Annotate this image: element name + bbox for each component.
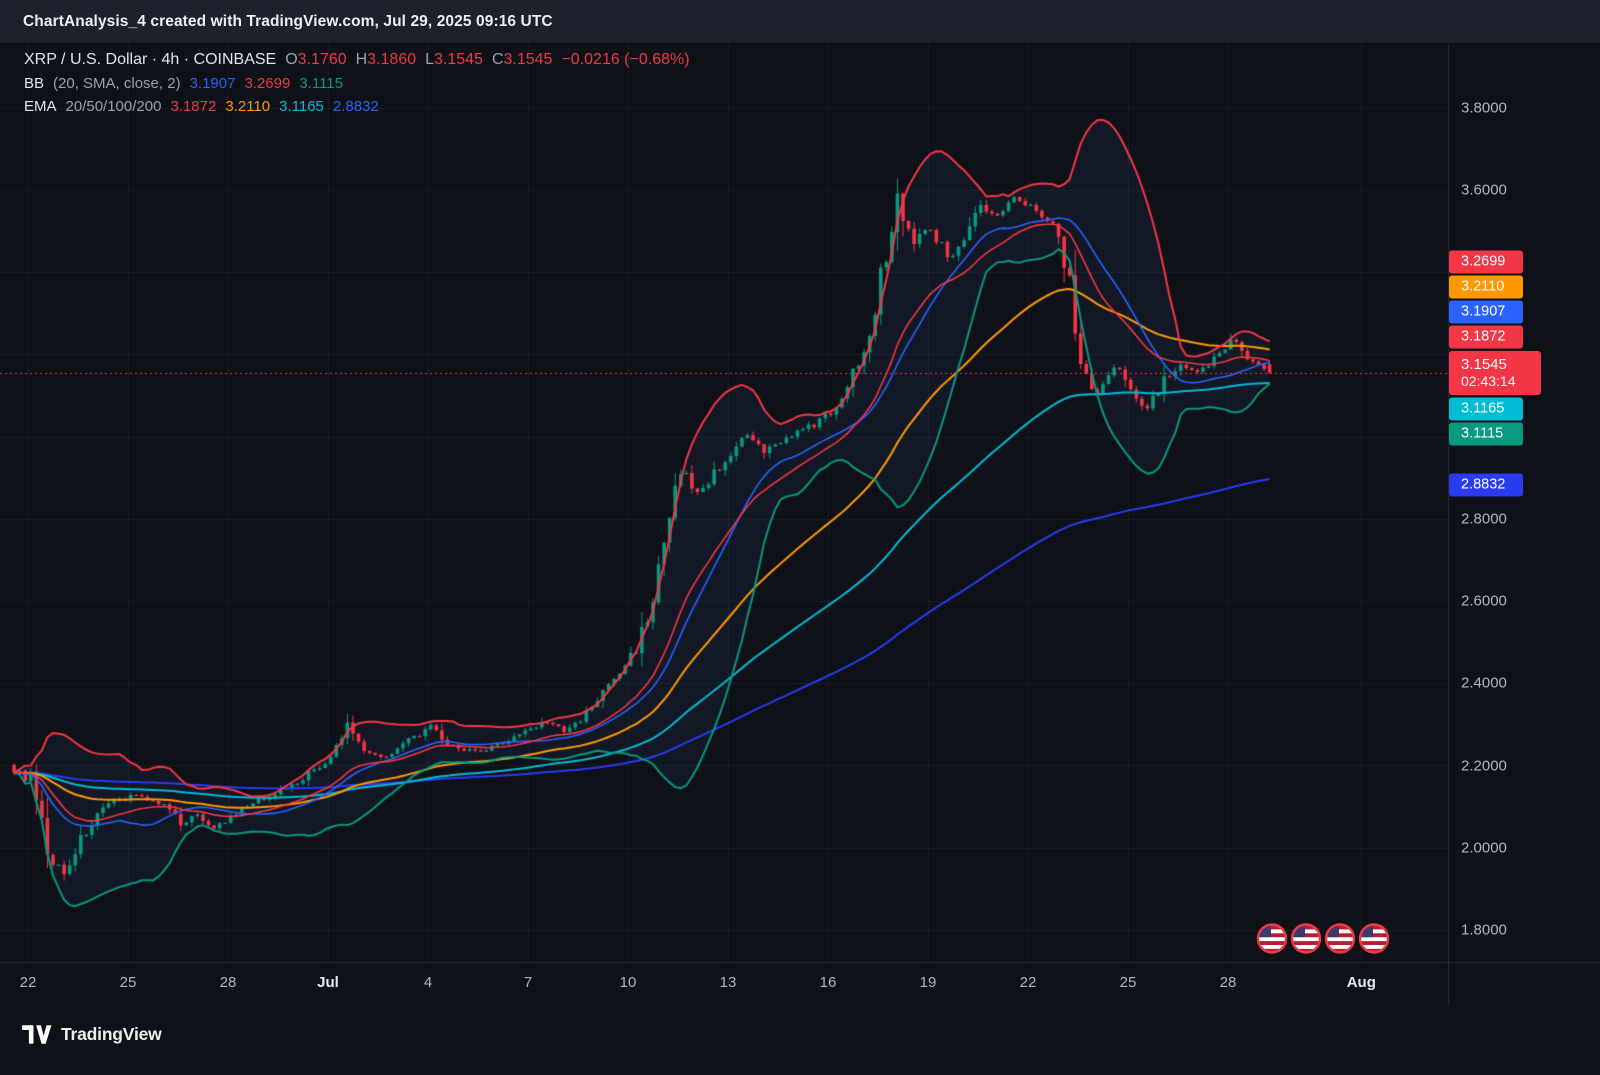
bb-basis-value: 3.1907	[189, 75, 236, 92]
bollinger-legend-row[interactable]: BB (20, SMA, close, 2) 3.1907 3.2699 3.1…	[24, 75, 690, 92]
footer: TradingView	[22, 1012, 162, 1056]
low-value: L 3.1545	[425, 51, 483, 68]
tradingview-logo[interactable]: TradingView	[22, 1024, 162, 1045]
economic-event-flag-icon[interactable]	[1290, 923, 1322, 959]
ema-params: 20/50/100/200	[65, 98, 162, 115]
high-value: H 3.1860	[355, 51, 417, 68]
bb-upper-value: 3.2699	[244, 75, 291, 92]
close-value: C 3.1545	[491, 51, 553, 68]
bb-params: (20, SMA, close, 2)	[53, 75, 181, 92]
chart-legend: XRP / U.S. Dollar · 4h · COINBASE O 3.176…	[24, 51, 690, 121]
economic-event-flag-icon[interactable]	[1256, 923, 1288, 959]
open-value: O 3.1760	[285, 51, 347, 68]
ema-label: EMA	[24, 98, 57, 115]
ema20-value: 3.1872	[170, 98, 217, 115]
symbol-legend-row[interactable]: XRP / U.S. Dollar · 4h · COINBASE O 3.176…	[24, 51, 690, 69]
bb-label: BB	[24, 75, 45, 92]
tradingview-wordmark: TradingView	[61, 1023, 162, 1044]
tradingview-logo-icon	[22, 1024, 52, 1044]
symbol-description[interactable]: XRP / U.S. Dollar · 4h · COINBASE	[24, 51, 277, 68]
ema50-value: 3.2110	[225, 98, 271, 115]
ema100-value: 3.1165	[279, 98, 324, 115]
change-value: −0.0216 (−0.68%)	[561, 51, 690, 68]
economic-event-flag-icon[interactable]	[1324, 923, 1356, 959]
title-bar: ChartAnalysis_4 created with TradingView…	[0, 0, 1600, 44]
economic-event-flag-icon[interactable]	[1358, 923, 1390, 959]
page-title: ChartAnalysis_4 created with TradingView…	[23, 12, 553, 30]
ema200-value: 2.8832	[332, 98, 379, 115]
ema-legend-row[interactable]: EMA 20/50/100/200 3.1872 3.2110 3.1165 2…	[24, 98, 690, 115]
bb-lower-value: 3.1115	[299, 75, 343, 92]
